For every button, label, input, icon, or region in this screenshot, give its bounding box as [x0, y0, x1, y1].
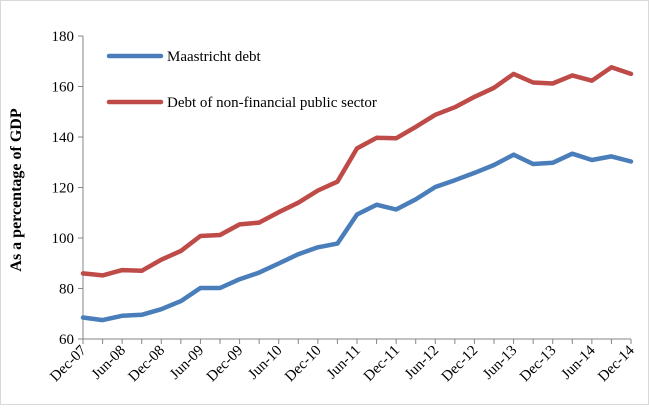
x-tick-label: Jun-12 [402, 343, 442, 383]
x-tick-label: Jun-14 [558, 342, 599, 383]
y-tick-label: 120 [52, 181, 75, 197]
x-tick-label: Jun-11 [324, 343, 364, 383]
y-axis-title: As a percentage of GDP [8, 108, 25, 271]
y-tick-label: 140 [52, 130, 75, 146]
y-tick-label: 160 [52, 80, 75, 96]
y-tick-label: 60 [59, 332, 74, 348]
x-tick-label: Jun-08 [89, 343, 129, 383]
series-lines [80, 65, 634, 323]
x-tick-label: Jun-10 [245, 343, 285, 383]
x-tick-label: Dec-12 [439, 343, 482, 386]
x-tick-label: Dec-10 [282, 343, 325, 386]
x-tick-label: Dec-09 [204, 343, 247, 386]
x-tick-label: Jun-09 [167, 343, 207, 383]
x-tick-label: Dec-13 [517, 343, 560, 386]
legend-label: Debt of non-financial public sector [167, 95, 377, 111]
legend: Maastricht debt Debt of non-financial pub… [106, 49, 377, 111]
x-tick-label: Dec-07 [47, 342, 90, 385]
legend-label: Maastricht debt [167, 49, 262, 65]
y-tick-label: 80 [59, 282, 74, 298]
y-tick-label: 100 [52, 231, 75, 247]
x-tick-label: Dec-11 [361, 343, 403, 385]
series-line-non-financial-public-sector-debt [80, 65, 634, 278]
x-axis-ticks: Dec-07Jun-08Dec-08Jun-09Dec-09Jun-10Dec-… [47, 339, 638, 385]
x-tick-label: Dec-14 [595, 342, 638, 385]
x-tick-label: Jun-13 [480, 343, 520, 383]
x-tick-label: Dec-08 [126, 343, 169, 386]
series-line-maastricht-debt [80, 151, 634, 323]
y-axis-ticks: 60 80 100 120 140 160 180 [52, 29, 83, 348]
y-tick-label: 180 [52, 29, 75, 45]
